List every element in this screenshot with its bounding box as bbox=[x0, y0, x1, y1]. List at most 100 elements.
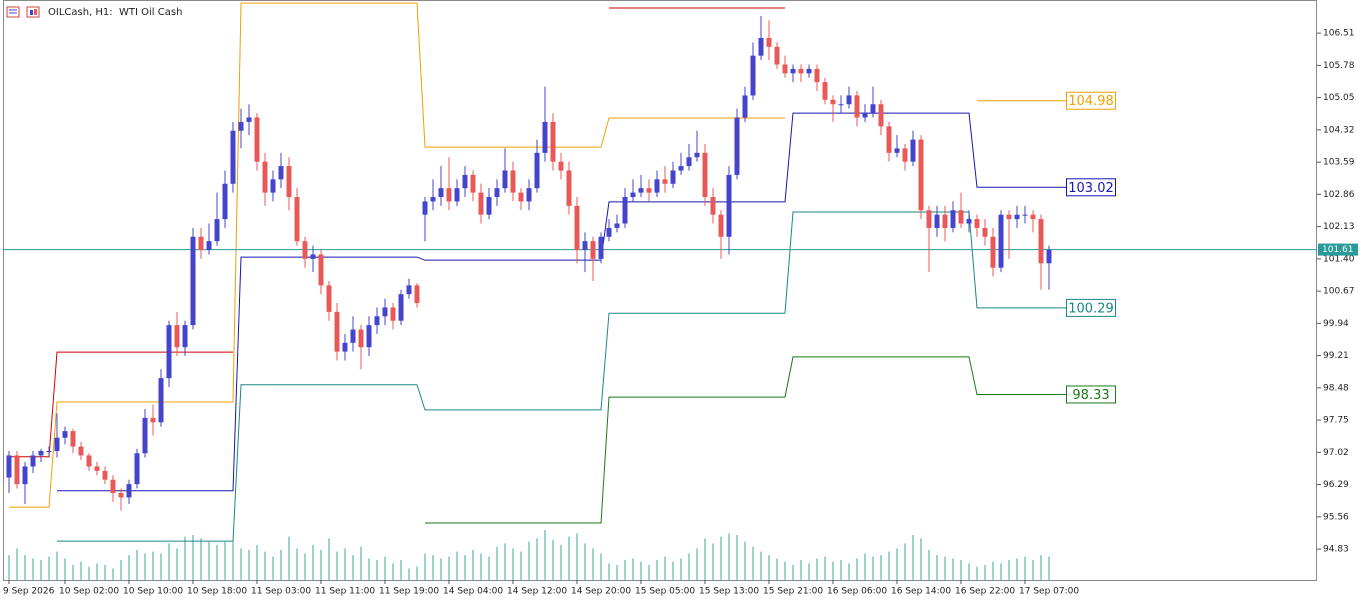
y-tick-label: 95.56 bbox=[1323, 512, 1349, 522]
candle-body bbox=[902, 148, 908, 162]
level-label-box bbox=[1066, 298, 1116, 317]
candle-body bbox=[214, 219, 220, 242]
last-price-label: 101.61 bbox=[1322, 245, 1354, 255]
candle-body bbox=[974, 219, 980, 228]
level-line bbox=[57, 211, 1049, 542]
candle-body bbox=[782, 64, 788, 74]
candle-body bbox=[998, 214, 1004, 268]
candle-body bbox=[94, 466, 100, 471]
candle-body bbox=[190, 236, 196, 326]
candle-body bbox=[1022, 214, 1028, 216]
candle-body bbox=[598, 236, 604, 259]
candle-body bbox=[1038, 219, 1044, 264]
candle-body bbox=[926, 210, 932, 228]
candle-body bbox=[382, 307, 388, 317]
candle-body bbox=[718, 214, 724, 237]
candle-body bbox=[462, 174, 468, 189]
candle-body bbox=[54, 437, 60, 452]
plot-frame bbox=[3, 0, 1317, 581]
icon bbox=[26, 6, 40, 18]
candle-body bbox=[910, 139, 916, 162]
candle-body bbox=[230, 130, 236, 184]
candle-body bbox=[654, 179, 660, 193]
candle-body bbox=[134, 453, 140, 485]
candle-body bbox=[918, 139, 924, 211]
candle-body bbox=[822, 82, 828, 100]
candle-body bbox=[702, 152, 708, 198]
candle-body bbox=[398, 294, 404, 321]
level-line bbox=[57, 112, 1049, 492]
candle-body bbox=[502, 170, 508, 189]
candle-body bbox=[806, 68, 812, 74]
x-tick-label: 15 Sep 21:00 bbox=[763, 587, 823, 597]
candle-body bbox=[774, 46, 780, 65]
candle-body bbox=[470, 174, 476, 193]
y-tick-label: 97.75 bbox=[1323, 416, 1349, 426]
candle-body bbox=[590, 241, 596, 259]
candle-body bbox=[878, 104, 884, 127]
candle-body bbox=[886, 126, 892, 153]
y-tick-label: 103.59 bbox=[1323, 158, 1355, 168]
level-label: 103.02 bbox=[1068, 181, 1114, 196]
x-tick-label: 10 Sep 18:00 bbox=[187, 587, 247, 597]
candle-body bbox=[454, 188, 460, 202]
candle-body bbox=[838, 104, 844, 106]
candle-body bbox=[118, 492, 124, 498]
candle-body bbox=[518, 192, 524, 202]
candle-body bbox=[710, 197, 716, 215]
x-tick-label: 14 Sep 20:00 bbox=[571, 587, 631, 597]
candle-body bbox=[182, 325, 188, 348]
candle-body bbox=[678, 166, 684, 171]
icon bbox=[6, 6, 20, 18]
x-tick-label: 11 Sep 03:00 bbox=[251, 587, 311, 597]
y-tick-label: 101.40 bbox=[1323, 254, 1355, 264]
icon bbox=[30, 10, 33, 15]
candle-body bbox=[254, 117, 260, 162]
x-tick-label: 16 Sep 22:00 bbox=[955, 587, 1015, 597]
candle-body bbox=[862, 113, 868, 118]
candle-body bbox=[438, 188, 444, 198]
level-label-box bbox=[1066, 385, 1116, 404]
candle-body bbox=[726, 174, 732, 237]
y-tick-label: 100.67 bbox=[1323, 287, 1355, 297]
candle-body bbox=[166, 325, 172, 379]
candle-body bbox=[310, 254, 316, 259]
candle-body bbox=[78, 446, 84, 456]
candle-body bbox=[62, 431, 68, 438]
candle-body bbox=[766, 37, 772, 47]
candle-body bbox=[270, 179, 276, 193]
candle-body bbox=[958, 210, 964, 224]
candle-body bbox=[942, 214, 948, 228]
candle-body bbox=[846, 95, 852, 105]
x-tick-label: 10 Sep 02:00 bbox=[59, 587, 119, 597]
candle-body bbox=[46, 451, 52, 453]
level-label: 104.98 bbox=[1068, 94, 1114, 109]
candle-body bbox=[622, 197, 628, 224]
candle-body bbox=[222, 183, 228, 220]
candle-body bbox=[550, 121, 556, 162]
y-tick-label: 97.02 bbox=[1323, 448, 1349, 458]
candle-body bbox=[30, 455, 36, 467]
candle-body bbox=[430, 197, 436, 202]
candle-body bbox=[158, 378, 164, 423]
candle-body bbox=[150, 417, 156, 423]
x-tick-label: 16 Sep 14:00 bbox=[891, 587, 951, 597]
candle-body bbox=[966, 219, 972, 224]
x-tick-label: 16 Sep 06:00 bbox=[827, 587, 887, 597]
candle-body bbox=[686, 157, 692, 167]
candle-body bbox=[662, 179, 668, 184]
candle-body bbox=[334, 311, 340, 352]
candle-body bbox=[206, 241, 212, 251]
candle-body bbox=[246, 117, 252, 122]
candle-body bbox=[694, 152, 700, 158]
candle-body bbox=[478, 192, 484, 215]
candle-body bbox=[14, 455, 20, 485]
candle-body bbox=[486, 197, 492, 215]
y-tick-label: 94.83 bbox=[1323, 545, 1349, 555]
candle-body bbox=[830, 99, 836, 105]
candle-body bbox=[1014, 214, 1020, 220]
candle-body bbox=[566, 170, 572, 206]
y-tick-label: 106.51 bbox=[1323, 29, 1355, 39]
candle-body bbox=[6, 455, 12, 478]
candle-body bbox=[990, 236, 996, 268]
